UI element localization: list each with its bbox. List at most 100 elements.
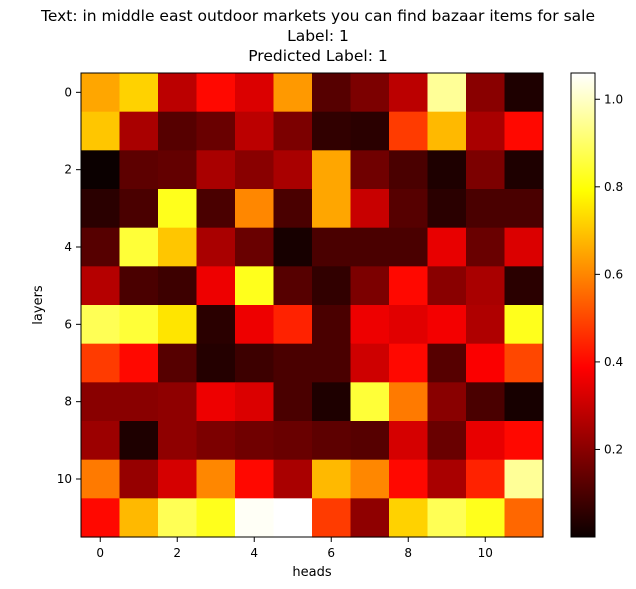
- heatmap-cell: [427, 305, 467, 345]
- heatmap-cell: [427, 227, 467, 267]
- heatmap-cell: [119, 459, 159, 499]
- heatmap-cell: [504, 382, 544, 422]
- heatmap-cell: [81, 227, 121, 267]
- heatmap-cell: [273, 150, 313, 190]
- heatmap-cell: [158, 150, 198, 190]
- y-tick-label: 4: [64, 240, 72, 254]
- heatmap-cell: [235, 266, 275, 306]
- heatmap-cell: [389, 73, 429, 113]
- y-tick-label: 6: [64, 317, 72, 331]
- heatmap-cell: [504, 498, 544, 538]
- heatmap-cell: [466, 73, 506, 113]
- heatmap-cell: [427, 111, 467, 151]
- heatmap-cell: [312, 305, 352, 345]
- heatmap-cell: [350, 421, 390, 461]
- heatmap-cell: [196, 150, 236, 190]
- heatmap-cell: [466, 150, 506, 190]
- heatmap-cell: [119, 305, 159, 345]
- heatmap-cell: [196, 382, 236, 422]
- chart-title-line: Label: 1: [287, 27, 349, 45]
- colorbar-tick-label: 0.6: [604, 267, 623, 281]
- heatmap-cell: [350, 382, 390, 422]
- heatmap-cell: [466, 459, 506, 499]
- colorbar-ticks: 0.2 0.4 0.6 0.8 1.0: [595, 92, 623, 456]
- heatmap-cell: [312, 150, 352, 190]
- heatmap-cell: [504, 421, 544, 461]
- heatmap-cell: [427, 150, 467, 190]
- heatmap-cell: [312, 421, 352, 461]
- heatmap-cell: [158, 421, 198, 461]
- heatmap-cell: [389, 150, 429, 190]
- x-tick-label: 6: [327, 546, 335, 560]
- heatmap-cell: [273, 227, 313, 267]
- heatmap-cell: [312, 343, 352, 383]
- heatmap-cell: [427, 189, 467, 229]
- heatmap-cell: [235, 343, 275, 383]
- heatmap-cell: [466, 498, 506, 538]
- heatmap-cell: [235, 227, 275, 267]
- heatmap-cell: [389, 266, 429, 306]
- y-tick-label: 0: [64, 85, 72, 99]
- heatmap-cell: [158, 459, 198, 499]
- heatmap-cell: [273, 266, 313, 306]
- colorbar: [570, 72, 596, 538]
- y-tick-label: 2: [64, 163, 72, 177]
- heatmap-cell: [158, 382, 198, 422]
- heatmap-cell: [427, 382, 467, 422]
- heatmap-cell: [466, 266, 506, 306]
- heatmap-cell: [81, 498, 121, 538]
- heatmap-cell: [119, 111, 159, 151]
- heatmap-cell: [350, 111, 390, 151]
- heatmap-cell: [312, 498, 352, 538]
- heatmap-cell: [427, 343, 467, 383]
- heatmap-cell: [158, 305, 198, 345]
- heatmap-cell: [158, 498, 198, 538]
- heatmap-cell: [312, 189, 352, 229]
- heatmap-cell: [389, 343, 429, 383]
- heatmap-cell: [119, 343, 159, 383]
- heatmap-cell: [273, 305, 313, 345]
- heatmap-cell: [350, 343, 390, 383]
- heatmap-cell: [235, 305, 275, 345]
- heatmap-cell: [466, 305, 506, 345]
- heatmap-cell: [350, 227, 390, 267]
- colorbar-tick-label: 0.4: [604, 355, 623, 369]
- heatmap-cell: [196, 305, 236, 345]
- heatmap-cell: [389, 305, 429, 345]
- x-axis: 0 2 4 6 8 10: [96, 537, 493, 560]
- heatmap-cell: [312, 266, 352, 306]
- heatmap-cell: [273, 73, 313, 113]
- heatmap-cell: [312, 111, 352, 151]
- heatmap-cell: [389, 111, 429, 151]
- heatmap-cell: [119, 382, 159, 422]
- heatmap-cell: [119, 498, 159, 538]
- heatmap-cell: [196, 227, 236, 267]
- heatmap-cell: [350, 189, 390, 229]
- heatmap-cell: [235, 459, 275, 499]
- heatmap-cell: [466, 343, 506, 383]
- heatmap-cell: [504, 459, 544, 499]
- heatmap-cell: [196, 421, 236, 461]
- heatmap-cell: [119, 266, 159, 306]
- heatmap-cell: [158, 343, 198, 383]
- heatmap-cell: [504, 266, 544, 306]
- heatmap-cell: [350, 305, 390, 345]
- colorbar-tick-label: 0.2: [604, 442, 623, 456]
- heatmap-cell: [427, 421, 467, 461]
- heatmap-cell: [466, 227, 506, 267]
- heatmap-cell: [81, 111, 121, 151]
- heatmap-cell: [504, 343, 544, 383]
- heatmap-cell: [427, 459, 467, 499]
- heatmap-cell: [466, 421, 506, 461]
- heatmap-cell: [466, 189, 506, 229]
- heatmap-cell: [504, 189, 544, 229]
- heatmap-cell: [196, 343, 236, 383]
- heatmap-cell: [235, 111, 275, 151]
- heatmap-cell: [350, 266, 390, 306]
- heatmap-cell: [504, 73, 544, 113]
- heatmap-cell: [81, 382, 121, 422]
- heatmap-cell: [158, 227, 198, 267]
- heatmap-cell: [158, 111, 198, 151]
- heatmap-cell: [158, 266, 198, 306]
- heatmap-cell: [81, 343, 121, 383]
